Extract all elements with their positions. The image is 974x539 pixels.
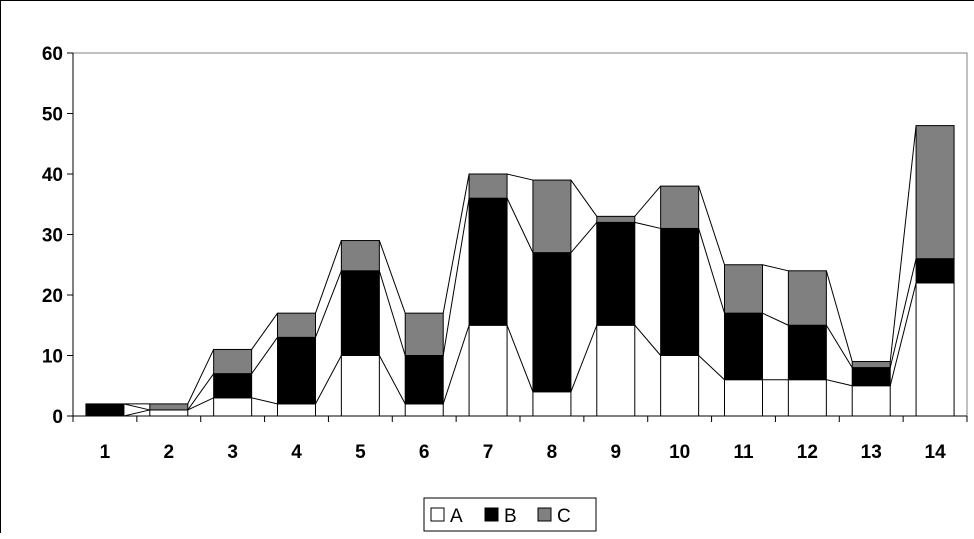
bar-C-5	[341, 241, 379, 271]
bar-C-11	[725, 265, 763, 313]
legend-label-A: A	[450, 506, 463, 527]
bar-A-13	[852, 386, 890, 416]
bar-C-7	[469, 174, 507, 198]
bar-A-4	[278, 404, 316, 416]
x-tick-label-10: 10	[669, 442, 690, 463]
bar-A-9	[597, 325, 635, 416]
x-tick-label-12: 12	[797, 442, 818, 463]
x-tick-label-3: 3	[227, 442, 238, 463]
y-tick-label-20: 20	[42, 286, 63, 307]
x-tick-label-7: 7	[483, 442, 494, 463]
bar-B-5	[341, 271, 379, 356]
x-tick-label-9: 9	[610, 442, 621, 463]
bar-C-8	[533, 180, 571, 253]
bar-A-10	[661, 356, 699, 417]
x-tick-label-13: 13	[861, 442, 882, 463]
bar-B-13	[852, 368, 890, 386]
bar-A-5	[341, 356, 379, 417]
bar-B-9	[597, 222, 635, 325]
bar-C-6	[405, 313, 443, 355]
plot-border	[73, 53, 967, 416]
x-tick-label-1: 1	[100, 442, 111, 463]
bar-A-3	[214, 398, 252, 416]
bar-A-6	[405, 404, 443, 416]
bar-A-12	[788, 380, 826, 416]
bar-B-1	[86, 404, 124, 416]
x-tick-label-4: 4	[291, 442, 302, 463]
y-tick-label-60: 60	[42, 44, 63, 65]
bar-B-12	[788, 325, 826, 379]
x-tick-label-2: 2	[163, 442, 174, 463]
x-tick-label-14: 14	[925, 442, 947, 463]
x-tick-label-5: 5	[355, 442, 366, 463]
x-tick-label-8: 8	[547, 442, 558, 463]
bar-A-11	[725, 380, 763, 416]
legend-label-C: C	[557, 506, 571, 527]
bar-C-10	[661, 186, 699, 228]
bar-A-7	[469, 325, 507, 416]
plot-area	[73, 53, 967, 416]
bar-C-3	[214, 349, 252, 373]
legend-swatch-B	[485, 508, 498, 521]
legend-label-B: B	[504, 506, 517, 527]
bar-B-7	[469, 198, 507, 325]
bar-A-8	[533, 392, 571, 416]
x-tick-label-11: 11	[733, 442, 754, 463]
y-tick-labels: 0 10 20 30 40 50 60	[42, 44, 63, 428]
bar-B-6	[405, 356, 443, 404]
bar-B-14	[916, 259, 954, 283]
y-tick-label-0: 0	[52, 407, 63, 428]
x-tick-label-6: 6	[419, 442, 430, 463]
bar-B-10	[661, 228, 699, 355]
bar-C-4	[278, 313, 316, 337]
bar-C-13	[852, 362, 890, 368]
bar-B-11	[725, 313, 763, 380]
legend: A B C	[424, 498, 596, 531]
bar-C-2	[150, 404, 188, 410]
bar-C-14	[916, 126, 954, 259]
bar-C-9	[597, 216, 635, 222]
bar-B-3	[214, 374, 252, 398]
y-tick-label-10: 10	[42, 347, 63, 368]
y-tick-label-50: 50	[42, 105, 63, 126]
bar-A-2	[150, 410, 188, 416]
bar-B-4	[278, 337, 316, 404]
bar-C-12	[788, 271, 826, 325]
x-tick-labels: 1 2 3 4 5 6 7 8 9 10 11 12 13 14	[100, 442, 946, 463]
legend-swatch-C	[538, 508, 551, 521]
bar-A-14	[916, 283, 954, 416]
y-tick-label-40: 40	[42, 165, 63, 186]
bar-B-8	[533, 253, 571, 392]
legend-swatch-A	[431, 508, 444, 521]
y-tick-label-30: 30	[42, 226, 63, 247]
